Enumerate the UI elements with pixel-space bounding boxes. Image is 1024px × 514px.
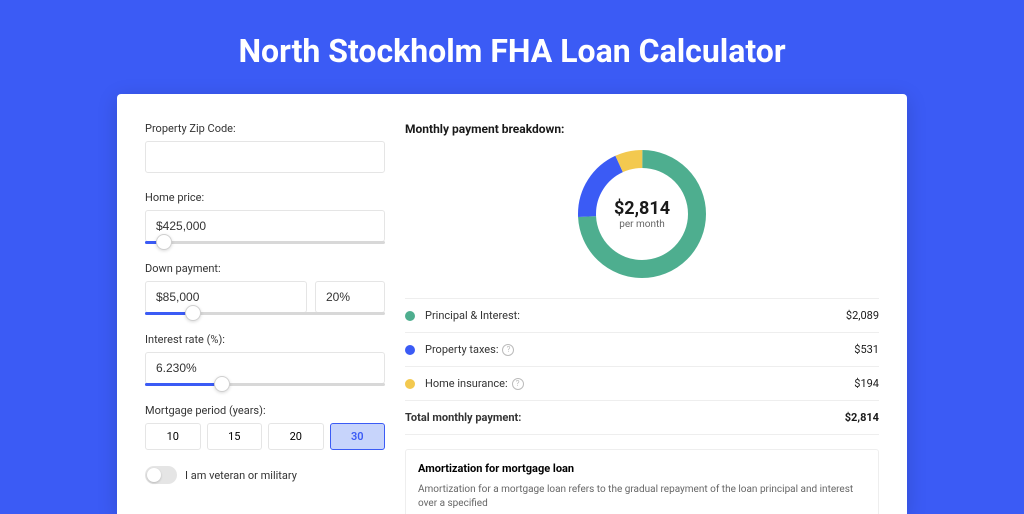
breakdown-column: Monthly payment breakdown: $2,814 per mo…	[405, 122, 879, 494]
legend-row-1: Property taxes:?$531	[405, 333, 879, 367]
down-payment-label: Down payment:	[145, 262, 385, 275]
period-button-15[interactable]: 15	[207, 423, 263, 450]
help-icon[interactable]: ?	[512, 378, 524, 390]
down-payment-pct-input[interactable]	[315, 281, 385, 313]
legend-dot	[405, 379, 415, 389]
home-price-input[interactable]	[145, 210, 385, 242]
legend-row-total: Total monthly payment:$2,814	[405, 401, 879, 435]
veteran-label: I am veteran or military	[185, 469, 297, 482]
donut-sub: per month	[614, 219, 670, 230]
legend-dot	[405, 345, 415, 355]
total-value: $2,814	[845, 411, 879, 424]
interest-slider[interactable]	[145, 383, 385, 386]
down-payment-slider[interactable]	[145, 312, 385, 315]
page-title: North Stockholm FHA Loan Calculator	[0, 0, 1024, 94]
zip-input[interactable]	[145, 141, 385, 173]
period-button-20[interactable]: 20	[268, 423, 324, 450]
period-label: Mortgage period (years):	[145, 404, 385, 417]
period-button-10[interactable]: 10	[145, 423, 201, 450]
total-label: Total monthly payment:	[405, 411, 845, 424]
legend-label: Home insurance:?	[425, 377, 854, 390]
legend-row-0: Principal & Interest:$2,089	[405, 299, 879, 333]
period-group: Mortgage period (years): 10152030	[145, 404, 385, 450]
legend-label: Principal & Interest:	[425, 309, 846, 322]
donut-amount: $2,814	[614, 198, 670, 219]
form-column: Property Zip Code: Home price: Down paym…	[145, 122, 385, 494]
interest-label: Interest rate (%):	[145, 333, 385, 346]
down-payment-group: Down payment:	[145, 262, 385, 315]
breakdown-title: Monthly payment breakdown:	[405, 122, 879, 136]
home-price-group: Home price:	[145, 191, 385, 244]
calculator-card: Property Zip Code: Home price: Down paym…	[117, 94, 907, 514]
legend-label: Property taxes:?	[425, 343, 854, 356]
amortization-box: Amortization for mortgage loan Amortizat…	[405, 449, 879, 514]
veteran-toggle[interactable]	[145, 466, 177, 484]
zip-label: Property Zip Code:	[145, 122, 385, 135]
legend: Principal & Interest:$2,089Property taxe…	[405, 298, 879, 435]
period-button-30[interactable]: 30	[330, 423, 386, 450]
toggle-knob	[147, 468, 161, 482]
legend-dot	[405, 311, 415, 321]
interest-group: Interest rate (%):	[145, 333, 385, 386]
legend-value: $2,089	[846, 309, 879, 322]
legend-row-2: Home insurance:?$194	[405, 367, 879, 401]
help-icon[interactable]: ?	[502, 344, 514, 356]
down-payment-amount-input[interactable]	[145, 281, 307, 313]
legend-value: $531	[854, 343, 879, 356]
donut-chart: $2,814 per month	[405, 150, 879, 278]
home-price-slider[interactable]	[145, 241, 385, 244]
interest-input[interactable]	[145, 352, 385, 384]
amortization-text: Amortization for a mortgage loan refers …	[418, 483, 866, 511]
veteran-row: I am veteran or military	[145, 466, 385, 484]
home-price-label: Home price:	[145, 191, 385, 204]
amortization-title: Amortization for mortgage loan	[418, 462, 866, 475]
legend-value: $194	[854, 377, 879, 390]
zip-group: Property Zip Code:	[145, 122, 385, 173]
